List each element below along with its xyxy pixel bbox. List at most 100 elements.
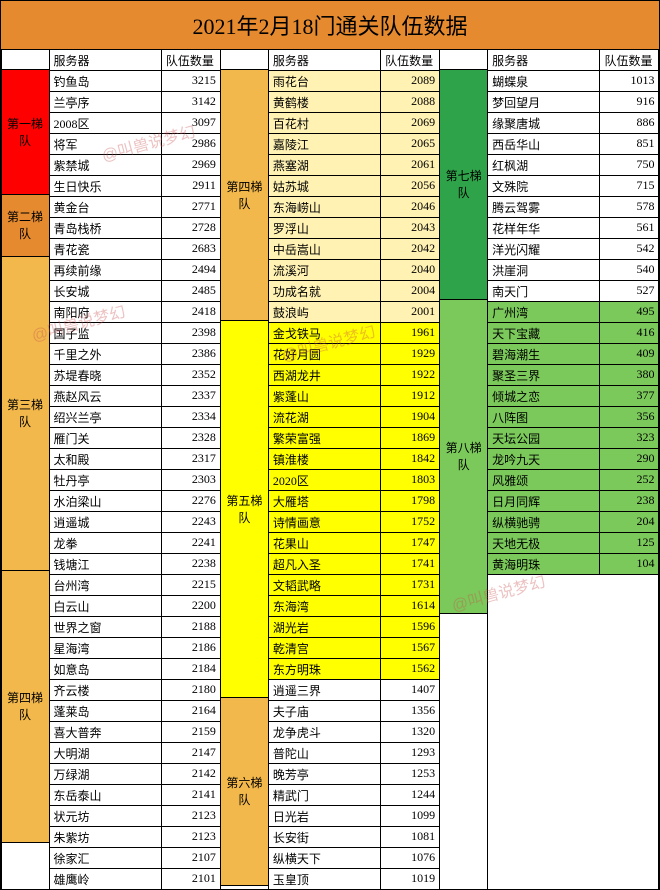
table-row: 龙吟九天290 — [488, 448, 659, 469]
cell-server: 燕塞湖 — [268, 154, 381, 176]
cell-count: 851 — [599, 133, 659, 155]
table-row: 万绿湖2142 — [49, 763, 220, 784]
header-server: 服务器 — [49, 49, 162, 71]
table-row: 龙拳2241 — [49, 532, 220, 553]
cell-server: 水泊梁山 — [49, 490, 162, 512]
cell-server: 长安城 — [49, 280, 162, 302]
cell-count: 2180 — [161, 679, 221, 701]
cell-server: 晚芳亭 — [268, 763, 381, 785]
cell-count: 1752 — [380, 511, 440, 533]
table-row: 晚芳亭1253 — [268, 763, 439, 784]
cell-count: 2069 — [380, 112, 440, 134]
cell-server: 洋光闪耀 — [487, 238, 600, 260]
cell-server: 雄鹰岭 — [49, 868, 162, 890]
cell-server: 状元坊 — [49, 805, 162, 827]
cell-server: 黄海明珠 — [487, 553, 600, 575]
table-row: 如意岛2184 — [49, 658, 220, 679]
tier-column: 第一梯队第二梯队第三梯队第四梯队 — [1, 49, 49, 889]
table-row: 绍兴兰亭2334 — [49, 406, 220, 427]
table-row: 诗情画意1752 — [268, 511, 439, 532]
table-row: 太和殿2317 — [49, 448, 220, 469]
cell-count: 1099 — [380, 805, 440, 827]
cell-count: 409 — [599, 343, 659, 365]
cell-count: 2043 — [380, 217, 440, 239]
cell-count: 2485 — [161, 280, 221, 302]
cell-server: 缘聚唐城 — [487, 112, 600, 134]
table-row: 长安城2485 — [49, 280, 220, 301]
cell-server: 龙吟九天 — [487, 448, 600, 470]
cell-count: 125 — [599, 532, 659, 554]
cell-server: 台州湾 — [49, 574, 162, 596]
cell-count: 2200 — [161, 595, 221, 617]
table-row: 红枫湖750 — [488, 154, 659, 175]
cell-server: 逍遥三界 — [268, 679, 381, 701]
cell-count: 2089 — [380, 70, 440, 92]
cell-count: 578 — [599, 196, 659, 218]
table-row: 南天门527 — [488, 280, 659, 301]
cell-server: 绍兴兰亭 — [49, 406, 162, 428]
header-server: 服务器 — [268, 49, 381, 71]
cell-server: 繁荣富强 — [268, 427, 381, 449]
cell-count: 1922 — [380, 364, 440, 386]
cell-server: 精武门 — [268, 784, 381, 806]
cell-count: 104 — [599, 553, 659, 575]
cell-server: 龙拳 — [49, 532, 162, 554]
cell-server: 天地无极 — [487, 532, 600, 554]
table-row: 牡丹亭2303 — [49, 469, 220, 490]
cell-server: 天坛公园 — [487, 427, 600, 449]
table-row: 台州湾2215 — [49, 574, 220, 595]
cell-count: 1253 — [380, 763, 440, 785]
cell-server: 百花村 — [268, 112, 381, 134]
cell-count: 2317 — [161, 448, 221, 470]
data-column: 服务器队伍数量蝴蝶泉1013梦回望月916缘聚唐城886西岳华山851红枫湖75… — [488, 49, 659, 889]
cell-server: 南天门 — [487, 280, 600, 302]
table-row: 逍遥城2243 — [49, 511, 220, 532]
table-row: 朱紫坊2123 — [49, 826, 220, 847]
cell-server: 喜大普奔 — [49, 721, 162, 743]
cell-server: 罗浮山 — [268, 217, 381, 239]
table-row: 湖光岩1596 — [268, 616, 439, 637]
cell-server: 黄金台 — [49, 196, 162, 218]
header-row: 服务器队伍数量 — [488, 49, 659, 70]
cell-count: 2418 — [161, 301, 221, 323]
cell-server: 洪崖洞 — [487, 259, 600, 281]
tier-label: 第二梯队 — [1, 194, 50, 257]
tier-label: 第三梯队 — [1, 256, 50, 571]
cell-count: 1803 — [380, 469, 440, 491]
cell-count: 2101 — [161, 868, 221, 890]
cell-count: 1019 — [380, 868, 440, 890]
cell-count: 1904 — [380, 406, 440, 428]
cell-server: 东岳泰山 — [49, 784, 162, 806]
table-row: 黄金台2771 — [49, 196, 220, 217]
table-row: 日月同辉238 — [488, 490, 659, 511]
table-row: 星海湾2186 — [49, 637, 220, 658]
cell-server: 玉皇顶 — [268, 868, 381, 890]
cell-count: 1869 — [380, 427, 440, 449]
header-count: 队伍数量 — [161, 49, 221, 71]
table-row: 长安街1081 — [268, 826, 439, 847]
cell-count: 2159 — [161, 721, 221, 743]
table-row: 梦回望月916 — [488, 91, 659, 112]
cell-server: 千里之外 — [49, 343, 162, 365]
cell-server: 牡丹亭 — [49, 469, 162, 491]
cell-count: 1567 — [380, 637, 440, 659]
table-row: 洪崖洞540 — [488, 259, 659, 280]
table-row: 倾城之恋377 — [488, 385, 659, 406]
cell-count: 1076 — [380, 847, 440, 869]
table-row: 八阵图356 — [488, 406, 659, 427]
cell-count: 1013 — [599, 70, 659, 92]
table-row: 罗浮山2043 — [268, 217, 439, 238]
cell-server: 紫蓬山 — [268, 385, 381, 407]
cell-count: 2188 — [161, 616, 221, 638]
cell-count: 2004 — [380, 280, 440, 302]
cell-server: 广州湾 — [487, 301, 600, 323]
cell-count: 2107 — [161, 847, 221, 869]
table-row: 水泊梁山2276 — [49, 490, 220, 511]
cell-count: 1741 — [380, 553, 440, 575]
cell-server: 风雅颂 — [487, 469, 600, 491]
cell-count: 2386 — [161, 343, 221, 365]
table-row: 洋光闪耀542 — [488, 238, 659, 259]
cell-server: 逍遥城 — [49, 511, 162, 533]
cell-server: 文殊院 — [487, 175, 600, 197]
table-row: 大明湖2147 — [49, 742, 220, 763]
